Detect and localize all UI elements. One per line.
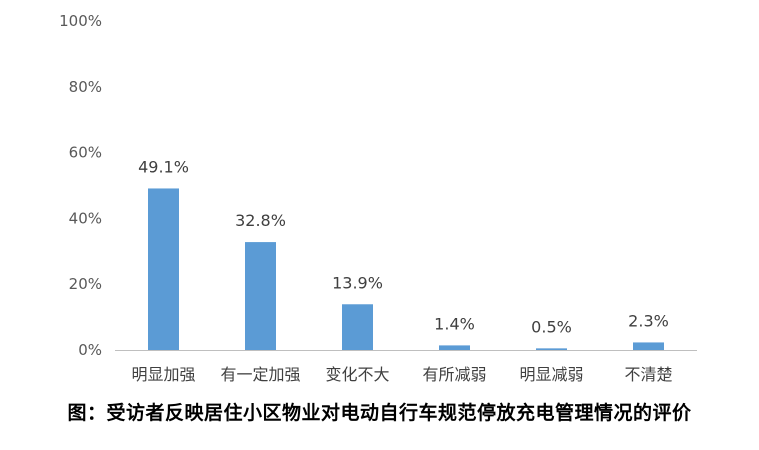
x-category-label: 明显加强 bbox=[131, 365, 195, 384]
chart-caption: 图：受访者反映居住小区物业对电动自行车规范停放充电管理情况的评价 bbox=[67, 402, 692, 424]
x-category-label: 不清楚 bbox=[624, 365, 672, 384]
bar-chart: 0% 20% 40% 60% 80% 100% 49.1% 32.8% 13.9% 1.4% 0.… bbox=[59, 12, 697, 384]
data-label: 0.5% bbox=[531, 317, 572, 336]
y-tick-label: 40% bbox=[69, 209, 102, 227]
bars bbox=[148, 188, 664, 350]
y-tick-label: 100% bbox=[59, 12, 102, 30]
x-category-label: 明显减弱 bbox=[519, 365, 583, 384]
bar bbox=[633, 342, 664, 350]
bar bbox=[148, 188, 179, 350]
x-category-label: 有一定加强 bbox=[220, 365, 300, 384]
y-tick-label: 20% bbox=[69, 275, 102, 293]
data-label: 2.3% bbox=[628, 311, 669, 330]
x-category-label: 变化不大 bbox=[325, 365, 389, 384]
y-tick-label: 80% bbox=[69, 78, 102, 96]
bar bbox=[342, 304, 373, 350]
bar bbox=[245, 242, 276, 350]
bar bbox=[439, 345, 470, 350]
y-axis-ticks: 0% 20% 40% 60% 80% 100% bbox=[59, 12, 102, 359]
data-labels: 49.1% 32.8% 13.9% 1.4% 0.5% 2.3% bbox=[138, 157, 669, 336]
y-tick-label: 0% bbox=[78, 341, 102, 359]
data-label: 1.4% bbox=[434, 314, 475, 333]
data-label: 13.9% bbox=[332, 273, 383, 292]
data-label: 49.1% bbox=[138, 157, 189, 176]
y-tick-label: 60% bbox=[69, 144, 102, 162]
bar bbox=[536, 348, 567, 350]
category-labels: 明显加强 有一定加强 变化不大 有所减弱 明显减弱 不清楚 bbox=[131, 365, 672, 384]
x-category-label: 有所减弱 bbox=[422, 365, 486, 384]
data-label: 32.8% bbox=[235, 211, 286, 230]
